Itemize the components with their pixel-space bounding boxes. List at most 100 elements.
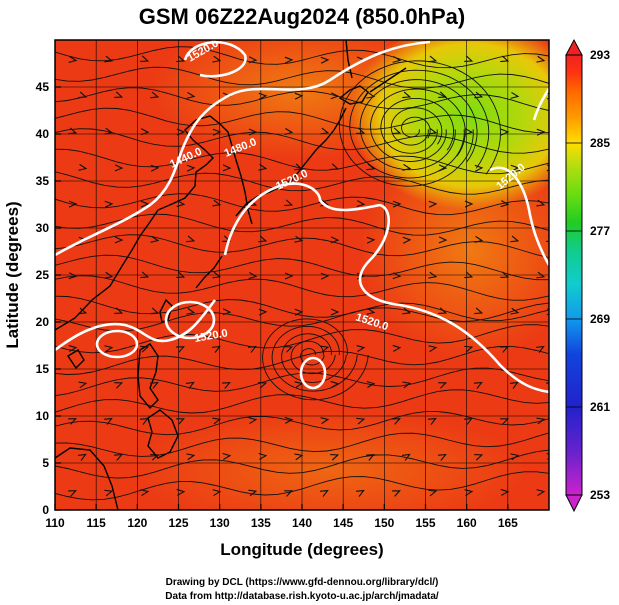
streamline-arrowhead	[536, 417, 546, 425]
streamline-arrowhead	[330, 92, 340, 100]
streamline-typhoon	[290, 340, 336, 375]
streamline-arrowhead	[68, 272, 78, 280]
streamline-arrowhead	[212, 489, 222, 497]
x-tick-label: 125	[168, 516, 188, 530]
streamline-arrowhead	[320, 127, 330, 135]
contour-north-ridge	[229, 40, 431, 97]
streamline-arrowhead	[248, 272, 258, 280]
streamline-arrowhead	[140, 489, 150, 497]
streamline-arrowhead	[258, 235, 268, 243]
x-tick-label: 160	[457, 516, 477, 530]
streamline-arrowhead	[356, 345, 366, 352]
y-tick-label: 25	[36, 268, 50, 282]
streamline-arrowhead	[320, 199, 330, 207]
y-axis-ticks: 0 5 10 15 20 25 30 35 40 45	[36, 80, 61, 517]
streamline-arrowhead	[392, 490, 402, 497]
x-axis-label: Longitude (degrees)	[220, 540, 383, 559]
streamline-background	[55, 193, 549, 216]
streamline-arrowhead	[176, 55, 186, 63]
streamline-arrowhead	[536, 271, 546, 279]
streamline-arrowhead	[500, 271, 510, 279]
contour-sw-low	[95, 329, 139, 359]
streamline-arrowhead	[510, 453, 520, 461]
streamline-arrowhead	[68, 418, 78, 425]
streamline-arrowhead	[500, 418, 510, 425]
streamline-arrowhead	[294, 92, 304, 100]
streamline-arrowhead	[474, 235, 484, 243]
streamline-arrowhead	[140, 200, 150, 208]
contour-philippine-sea-low	[164, 300, 216, 340]
streamline-arrowhead	[438, 164, 448, 172]
streamline-arrowhead	[150, 235, 160, 243]
streamline-arrowhead	[140, 128, 150, 136]
streamline-arrowhead	[464, 200, 474, 208]
streamline-arrowhead	[402, 307, 412, 315]
streamline-arrowhead	[77, 453, 87, 461]
streamline-arrowhead	[356, 417, 366, 425]
streamline-background	[55, 432, 549, 457]
streamline-arrowhead	[114, 382, 124, 389]
streamline-arrowhead	[366, 236, 376, 244]
colorbar-label: 293	[590, 48, 610, 62]
streamline-arrowhead	[140, 271, 150, 279]
map-plot-area: 1440.0 1480.0 1520.0 1520.0 1520.0 1520.…	[55, 40, 549, 510]
streamline-arrowhead	[114, 307, 124, 315]
streamline-arrowhead	[150, 307, 160, 315]
streamline-arrowhead	[320, 272, 330, 280]
streamline-background	[55, 295, 549, 322]
streamline-background	[55, 471, 549, 501]
streamline-arrowhead	[186, 91, 196, 99]
contour-central-west	[55, 299, 217, 352]
coastline-philippines-south	[147, 409, 179, 459]
streamline-arrowhead	[428, 200, 438, 208]
contour-north-west	[55, 93, 231, 257]
streamline-background	[55, 107, 549, 134]
streamline-arrowhead	[392, 200, 402, 208]
streamline-arrowhead	[510, 91, 520, 99]
streamline-arrowhead	[248, 345, 257, 353]
streamline-arrowhead	[428, 345, 438, 353]
x-tick-label: 110	[45, 516, 65, 530]
streamline-arrowhead	[366, 381, 376, 388]
streamline-arrowhead	[212, 128, 222, 136]
x-tick-label: 155	[415, 516, 435, 530]
streamline-arrowhead	[212, 271, 222, 279]
streamline-arrowhead	[294, 308, 304, 316]
x-tick-label: 140	[292, 516, 312, 530]
streamline-arrowhead	[401, 453, 411, 461]
streamline-arrowhead	[500, 200, 510, 208]
streamline-arrowhead	[536, 55, 546, 63]
streamline-arrowhead	[438, 236, 448, 244]
streamline-arrowhead	[104, 271, 114, 279]
streamline-arrowhead	[176, 418, 186, 425]
streamline-arrowhead	[510, 235, 520, 243]
streamline-typhoon	[300, 348, 325, 366]
streamline-arrowhead	[176, 488, 186, 496]
streamline-arrowhead	[474, 453, 484, 461]
streamline-arrowhead	[140, 55, 150, 63]
streamline-background	[55, 87, 549, 111]
streamline-arrowhead	[428, 127, 438, 135]
streamline-background	[55, 275, 549, 301]
streamline-arrowhead	[330, 236, 340, 244]
streamline-cyclone	[370, 88, 466, 162]
streamline-arrowhead	[428, 271, 438, 279]
x-tick-label: 120	[127, 516, 147, 530]
x-tick-label: 135	[251, 516, 271, 530]
streamline-arrowhead	[68, 344, 78, 352]
streamline-arrowhead	[248, 56, 258, 64]
x-tick-label: 145	[333, 516, 353, 530]
streamline-arrowhead	[536, 199, 546, 207]
streamline-arrowhead	[211, 345, 221, 353]
streamline-arrowhead	[464, 128, 474, 136]
streamline-arrowhead	[78, 163, 88, 171]
streamline-arrowhead	[284, 199, 294, 207]
geopotential-contours	[55, 40, 549, 394]
streamline-arrowhead	[68, 200, 78, 208]
colorbar-label: 277	[590, 224, 610, 238]
streamline-arrowhead	[68, 56, 78, 63]
streamline-background	[55, 128, 549, 154]
streamline-arrowhead	[392, 344, 402, 352]
streamline-arrowhead	[258, 92, 268, 100]
streamline-arrowhead	[438, 382, 448, 389]
